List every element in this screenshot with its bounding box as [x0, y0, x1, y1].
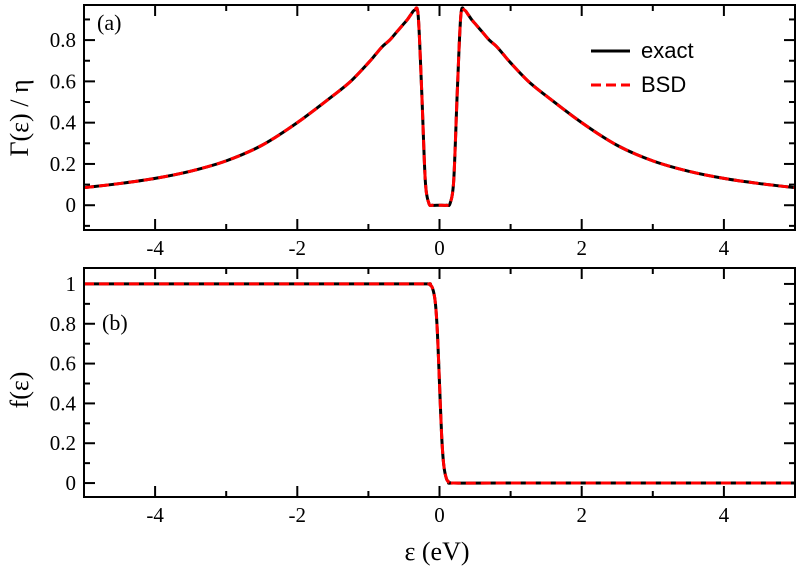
panel-a-frame: [83, 4, 796, 231]
panel-b-ytick-label: 0.6: [50, 352, 76, 376]
panel-a-xtick-label: -4: [146, 236, 164, 260]
panel-b-xtick-label: 4: [719, 503, 730, 527]
legend-label-exact: exact: [641, 38, 694, 63]
panel-a-ytick-label: 0.4: [50, 111, 77, 135]
panel-b-ytick-label: 0.4: [50, 391, 77, 415]
panel-a-ylabel: Γ(ε) / η: [5, 79, 34, 156]
panel-b-xtick-label: 2: [576, 503, 587, 527]
panel-b-xlabel: ε (eV): [404, 537, 469, 566]
panel-b: -4 -2 0 2 4 0 0.2 0.4 0.6 0.8 1 (b) f(ε) ε (eV): [5, 267, 796, 566]
panel-b-ytick-label: 0.2: [50, 431, 76, 455]
panel-a-xtick-label: 2: [576, 236, 587, 260]
panel-a-ytick-label: 0: [66, 193, 77, 217]
panel-b-label: (b): [102, 310, 128, 335]
panel-a-label: (a): [97, 10, 121, 35]
panel-b-xtick-label: -2: [289, 503, 307, 527]
panel-b-series: [84, 282, 795, 485]
panel-a-ytick-label: 0.8: [50, 28, 76, 52]
panel-b-series-bsd: [84, 282, 795, 485]
panel-a-xtick-label: -2: [289, 236, 307, 260]
panel-b-ticks: -4 -2 0 2 4 0 0.2 0.4 0.6 0.8 1: [50, 268, 796, 527]
panel-b-ytick-label: 0.8: [50, 312, 76, 336]
panel-a-xtick-label: 4: [719, 236, 730, 260]
panel-a-xtick-label: 0: [434, 236, 445, 260]
panel-a-ytick-label: 0.6: [50, 69, 76, 93]
legend-label-bsd: BSD: [641, 72, 686, 97]
panel-b-ytick-label: 0: [66, 471, 77, 495]
panel-b-series-exact: [84, 282, 795, 485]
panel-a-series-bsd: [83, 6, 796, 208]
panel-b-ylabel: f(ε): [5, 372, 34, 409]
panel-b-frame: [83, 267, 796, 498]
panel-b-xtick-label: 0: [434, 503, 445, 527]
panel-a-ytick-label: 0.2: [50, 152, 76, 176]
panel-a-ticks: -4 -2 0 2 4 0 0.2 0.4 0.6 0.8: [50, 5, 796, 260]
panel-a: -4 -2 0 2 4 0 0.2 0.4 0.6 0.8 (a) Γ(ε) / η exact …: [5, 4, 796, 260]
legend: exact BSD: [591, 38, 694, 97]
panel-b-ytick-label: 1: [66, 272, 77, 296]
panel-a-series: [83, 6, 796, 208]
panel-b-xtick-label: -4: [146, 503, 164, 527]
